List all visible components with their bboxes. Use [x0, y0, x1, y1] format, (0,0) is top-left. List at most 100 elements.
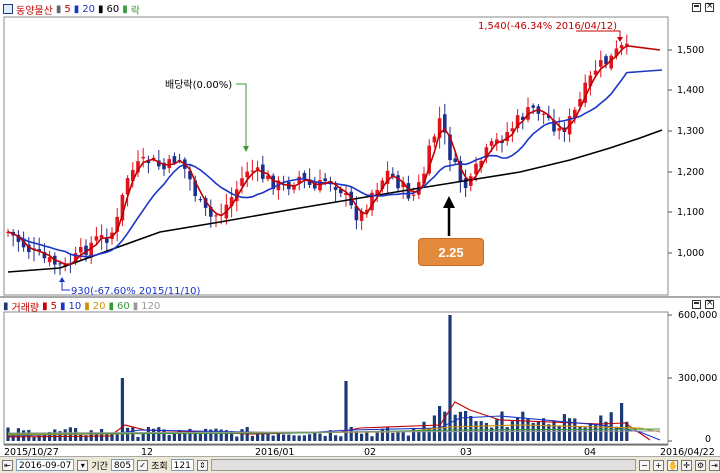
vol-ma10-label: 10	[68, 300, 82, 312]
candle-body	[297, 176, 301, 184]
legend-separator: ▮	[55, 3, 62, 15]
candle-body	[515, 115, 520, 129]
x-axis-label: 12	[141, 447, 153, 456]
candle-body	[547, 115, 551, 118]
candlestick	[125, 175, 130, 207]
candle-body	[448, 134, 452, 161]
candle-body	[583, 82, 587, 103]
volume-bar	[100, 429, 104, 441]
stock-search-icon[interactable]	[3, 4, 13, 14]
candlestick	[370, 189, 374, 217]
volume-ma-line	[7, 430, 661, 434]
legend-separator: ▮	[42, 300, 48, 312]
settings-icon[interactable]: ⚙	[695, 459, 706, 471]
volume-bar	[37, 435, 41, 441]
volume-bar	[464, 411, 468, 441]
candle-body	[437, 118, 442, 138]
date-field[interactable]: 2016-09-07	[16, 459, 75, 471]
x-axis-label: 2016/01	[255, 447, 294, 456]
volume-bar	[521, 411, 525, 441]
range-start-icon[interactable]: ⇤	[2, 459, 13, 471]
volume-bar	[557, 425, 561, 441]
candlestick	[157, 149, 161, 170]
volume-bar	[562, 414, 566, 441]
close-icon[interactable]	[705, 297, 714, 309]
maximize-icon[interactable]	[692, 3, 701, 12]
candlestick	[229, 187, 234, 218]
candle-body	[557, 128, 561, 131]
volume-bar	[219, 429, 223, 441]
candle-body	[552, 120, 556, 132]
candle-body	[323, 178, 327, 182]
volume-title[interactable]: 거래량	[11, 302, 40, 314]
candle-body	[79, 247, 83, 253]
price-y-tick: 1,100	[668, 207, 704, 218]
volume-bar	[380, 428, 384, 441]
price-legend: 동양물산 ▮ 5 ▮ 20 ▮ 60 ▮ 락	[3, 2, 140, 17]
candle-body	[541, 113, 546, 115]
candle-body	[198, 199, 203, 201]
maximize-icon[interactable]	[692, 300, 701, 309]
volume-bar	[323, 435, 327, 441]
stock-chart[interactable]: 1,500 1,400 1,300 1,200 1,100 1,000 600,…	[0, 0, 720, 456]
volume-y-tick-label: 0	[705, 434, 711, 445]
candle-body	[203, 198, 208, 208]
crosshair-icon[interactable]: ✛	[681, 459, 692, 471]
price-y-tick-label: 1,000	[677, 248, 704, 259]
volume-bar	[157, 427, 161, 441]
volume-bar	[386, 427, 390, 441]
volume-bar	[235, 436, 239, 441]
candlestick	[437, 106, 442, 149]
candle-body	[474, 163, 478, 175]
candle-body	[84, 245, 88, 255]
candlestick	[583, 74, 587, 108]
stock-name[interactable]: 동양물산	[16, 5, 53, 17]
horizontal-scrollbar[interactable]	[210, 459, 636, 471]
candle-body	[604, 56, 608, 65]
stepper-icon[interactable]: ⇕	[196, 459, 208, 471]
volume-bar	[375, 430, 379, 441]
candlestick	[94, 226, 99, 244]
view-checkbox[interactable]: ✓	[137, 459, 149, 471]
volume-y-axis: 600,000 300,000 0	[668, 310, 717, 445]
candle-body	[58, 263, 62, 265]
zoom-out-icon[interactable]: −	[639, 459, 650, 471]
candlestick	[136, 150, 140, 178]
vol-ma60-label: 60	[117, 300, 130, 312]
volume-bar	[349, 427, 353, 441]
hand-icon[interactable]: ✋	[667, 459, 678, 471]
candlestick	[385, 161, 390, 196]
calendar-dropdown-icon[interactable]: ▾	[77, 459, 89, 471]
candle-body	[396, 175, 400, 189]
period-field[interactable]: 805	[110, 459, 135, 471]
candlestick	[448, 126, 452, 172]
candlestick	[354, 196, 359, 230]
candle-body	[614, 48, 619, 57]
candle-body	[99, 235, 104, 239]
legend-separator: ▮	[73, 3, 80, 15]
volume-bar	[115, 434, 119, 441]
volume-bar	[230, 431, 234, 441]
candle-body	[89, 242, 93, 258]
volume-bar	[614, 426, 618, 441]
close-icon[interactable]	[705, 0, 714, 12]
volume-bar	[250, 435, 254, 441]
price-y-tick-label: 1,500	[677, 45, 704, 56]
ma5-line	[7, 44, 661, 265]
view-count-field[interactable]: 121	[170, 459, 194, 471]
volume-bar	[417, 431, 421, 441]
volume-bar	[318, 433, 322, 441]
scroll-end-icon[interactable]: ⇥	[709, 459, 720, 471]
candle-body	[333, 186, 338, 190]
candle-body	[365, 209, 369, 213]
zoom-in-icon[interactable]: +	[653, 459, 664, 471]
candle-body	[406, 183, 411, 199]
volume-bar	[427, 428, 431, 441]
candle-body	[609, 55, 613, 69]
volume-moving-averages	[7, 401, 661, 441]
legend-separator: ▮	[108, 300, 115, 312]
price-y-tick-label: 1,300	[677, 126, 704, 137]
candlestick	[474, 156, 478, 182]
candlestick	[401, 176, 405, 199]
volume-bar	[282, 434, 286, 441]
